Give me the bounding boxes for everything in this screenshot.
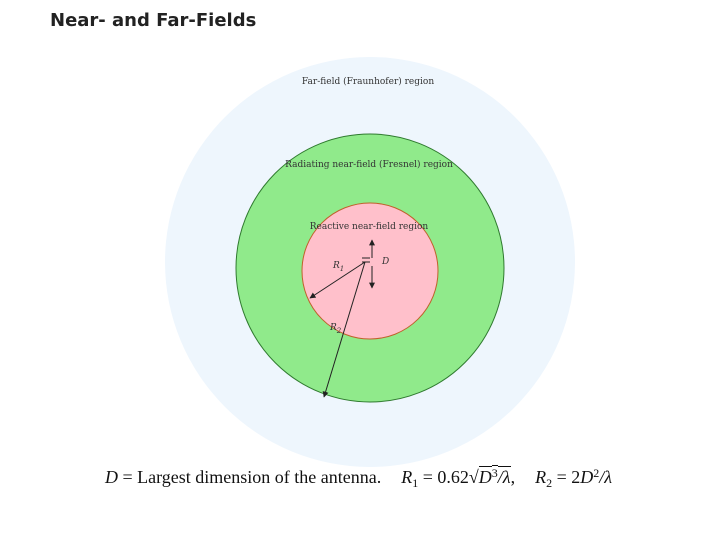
- formula-part: /λ: [497, 466, 511, 487]
- formula-part: = 0.62: [418, 467, 469, 487]
- radius-symbol: R: [329, 323, 337, 333]
- region-label: Far-field (Fraunhofer) region: [302, 76, 434, 87]
- formula-part: = 2: [552, 467, 581, 487]
- radius-symbol: R: [332, 261, 340, 271]
- formula-part: 2: [546, 476, 553, 490]
- r2-arrow: [322, 261, 366, 398]
- region-label: Radiating near-field (Fresnel) region: [285, 159, 453, 170]
- radius-subscript: 2: [336, 327, 342, 335]
- dimension-label: D: [381, 257, 389, 267]
- formula-part: 1: [412, 476, 419, 490]
- formula-part: R: [401, 467, 413, 487]
- formula-part: ,: [510, 467, 516, 487]
- formula-part: = Largest dimension of the antenna.: [118, 467, 382, 487]
- formula-part: 3: [491, 465, 498, 480]
- footer-formula: D = Largest dimension of the antenna. R1 …: [105, 465, 613, 491]
- formula-part: D: [105, 467, 118, 487]
- radius-label: R1: [332, 261, 344, 273]
- formula-part: D: [478, 466, 492, 487]
- reactive-circle: [301, 202, 439, 340]
- formula-part: 2: [593, 466, 600, 480]
- r1-arrow: [309, 261, 366, 299]
- formula-part: √: [468, 467, 479, 487]
- radius-subscript: 1: [340, 265, 344, 273]
- formula-part: D: [580, 467, 594, 487]
- region-label: Reactive near-field region: [310, 222, 429, 232]
- radius-label: R2: [329, 323, 342, 335]
- slide-title: Near- and Far-Fields: [50, 10, 257, 31]
- formula-part: /λ: [599, 467, 613, 487]
- formula-part: R: [535, 467, 547, 487]
